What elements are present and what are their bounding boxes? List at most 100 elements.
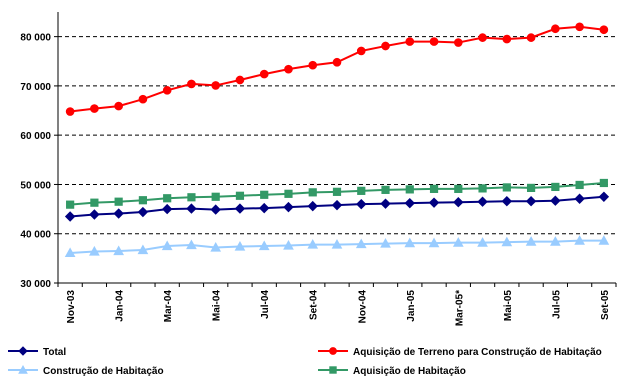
- data-point: [477, 237, 488, 247]
- data-point: [598, 191, 610, 202]
- x-tick-label: Jul-05: [551, 290, 562, 319]
- data-point: [525, 236, 537, 246]
- x-tick-label: Mai-05: [503, 290, 514, 322]
- data-point: [162, 86, 172, 95]
- y-tick-label: 40 000: [20, 230, 51, 241]
- data-point: [138, 196, 148, 205]
- data-point: [549, 236, 561, 246]
- series-2: [64, 235, 610, 258]
- x-tick-label: Mai-04: [212, 290, 223, 322]
- data-point: [574, 193, 585, 204]
- data-point: [64, 247, 76, 258]
- data-point: [90, 198, 99, 207]
- data-point: [113, 208, 124, 219]
- data-point: [211, 192, 220, 201]
- data-point: [138, 94, 148, 104]
- legend-label: Construção de Habitação: [43, 366, 164, 377]
- data-point: [234, 203, 246, 214]
- x-tick-label: Jan-05: [406, 290, 417, 322]
- legend-marker: [329, 366, 337, 374]
- legend-item: Aquisição de Habitação: [318, 366, 466, 377]
- x-tick-label: Set-05: [600, 290, 611, 320]
- data-point: [332, 187, 342, 196]
- x-tick-label: Jan-04: [115, 290, 126, 322]
- data-point: [114, 197, 123, 206]
- data-point: [66, 200, 75, 209]
- data-point: [284, 64, 293, 74]
- data-point: [381, 185, 390, 194]
- data-point: [331, 239, 343, 249]
- data-point: [234, 241, 246, 251]
- data-point: [113, 245, 125, 256]
- y-tick-label: 70 000: [20, 82, 51, 93]
- data-point: [65, 107, 75, 116]
- data-point: [478, 33, 487, 42]
- data-point: [283, 201, 294, 213]
- data-point: [161, 240, 173, 251]
- data-point: [210, 204, 221, 215]
- data-point: [501, 196, 513, 207]
- data-point: [380, 198, 391, 209]
- data-point: [137, 206, 149, 218]
- data-point: [163, 194, 172, 203]
- data-point: [89, 209, 100, 220]
- data-point: [210, 241, 222, 252]
- data-point: [259, 69, 269, 79]
- data-point: [211, 81, 221, 90]
- data-point: [137, 244, 149, 255]
- data-point: [235, 191, 245, 200]
- data-point: [64, 211, 76, 222]
- data-point: [235, 75, 245, 85]
- y-tick-label: 30 000: [20, 279, 51, 290]
- data-point: [574, 235, 585, 245]
- axes: 30 000 40 000 50 000 60 000 70 000 80 000 Nov-…: [20, 12, 617, 326]
- data-point: [454, 184, 463, 193]
- x-tick-label: Jul-04: [260, 290, 271, 319]
- data-point: [259, 202, 270, 214]
- data-point: [453, 38, 463, 47]
- x-tick-label: Nov-04: [357, 290, 368, 324]
- data-point: [478, 184, 487, 193]
- data-point: [381, 41, 390, 51]
- data-point: [404, 237, 416, 248]
- data-point: [187, 79, 196, 89]
- data-point: [428, 237, 440, 248]
- data-point: [307, 239, 319, 249]
- data-point: [452, 237, 464, 247]
- data-point: [598, 235, 610, 245]
- data-point: [331, 199, 343, 211]
- data-point: [501, 236, 513, 247]
- data-point: [551, 24, 560, 34]
- data-point: [599, 178, 608, 188]
- data-point: [307, 200, 318, 212]
- series-1: [65, 22, 609, 116]
- legend-marker: [329, 347, 337, 355]
- data-point: [526, 33, 536, 42]
- data-point: [114, 101, 123, 111]
- data-point: [332, 57, 342, 67]
- data-point: [502, 183, 511, 192]
- data-point: [161, 203, 173, 215]
- y-tick-label: 60 000: [20, 131, 51, 142]
- data-point: [90, 104, 99, 113]
- series-0: [64, 191, 610, 222]
- data-point: [525, 196, 537, 207]
- data-point: [260, 190, 269, 199]
- data-point: [575, 22, 584, 32]
- data-point: [308, 60, 318, 70]
- data-point: [551, 182, 560, 192]
- data-point: [599, 25, 609, 35]
- series-line: [70, 25, 604, 113]
- series-3: [66, 178, 608, 209]
- legend: Total Aquisição de Terreno para Construçã…: [8, 346, 602, 377]
- data-point: [428, 197, 440, 208]
- y-tick-label: 50 000: [20, 180, 51, 191]
- grid-lines: [58, 36, 616, 235]
- data-point: [526, 183, 536, 193]
- legend-item: Aquisição de Terreno para Construção de …: [318, 347, 602, 358]
- x-tick-label: Nov-03: [66, 290, 77, 324]
- data-point: [284, 189, 293, 198]
- series-lines: [64, 22, 610, 258]
- data-point: [355, 238, 367, 249]
